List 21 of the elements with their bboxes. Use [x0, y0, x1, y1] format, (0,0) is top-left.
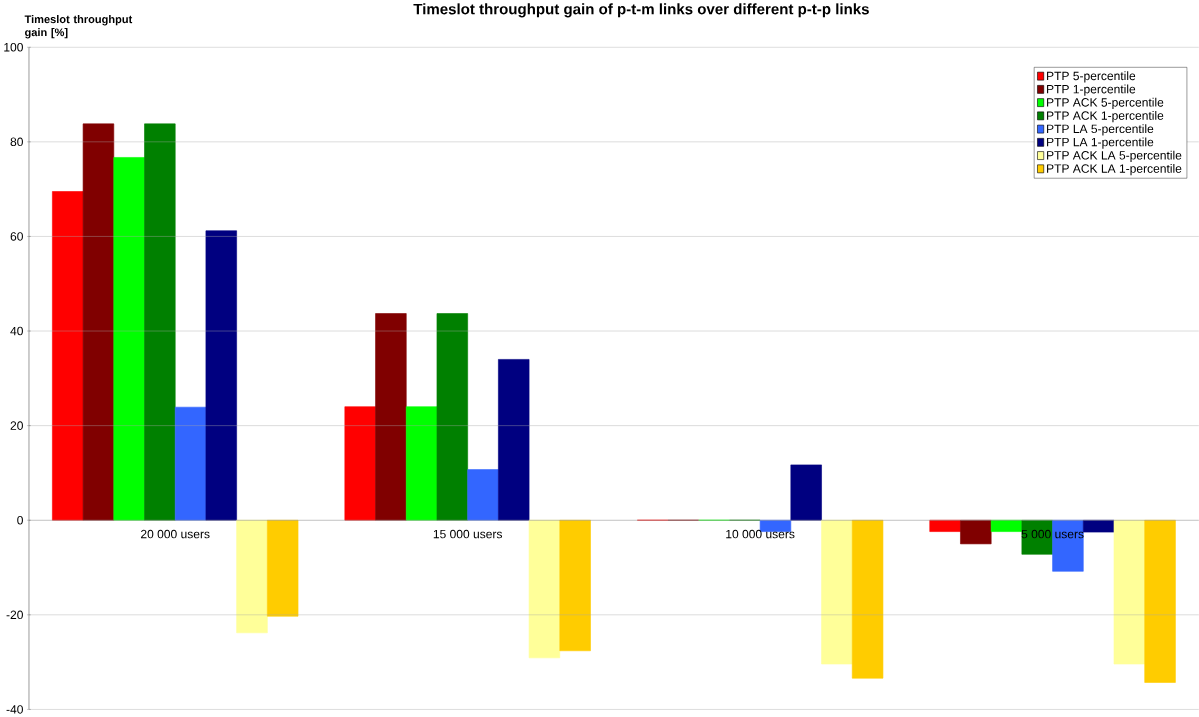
x-tick-label: 20 000 users — [141, 529, 210, 539]
x-tick-label: 10 000 users — [726, 529, 795, 539]
legend-label: PTP ACK 5-percentile — [1047, 97, 1164, 109]
y-tick-label: 100 — [4, 42, 23, 52]
legend-label: PTP LA 5-percentile — [1047, 124, 1154, 136]
y-tick-label: 60 — [10, 232, 23, 241]
y-tick-label: 40 — [10, 326, 23, 336]
y-tick-label: -20 — [6, 610, 23, 620]
chart-title: Timeslot throughput gain of p-t-m links over different p-t-p links — [413, 3, 869, 18]
legend-label: PTP ACK 1-percentile — [1047, 111, 1164, 123]
legend-label: PTP LA 1-percentile — [1047, 137, 1154, 149]
y-tick-label: 0 — [17, 515, 23, 525]
y-tick-label: 20 — [10, 421, 23, 430]
y-tick-label: 80 — [10, 137, 23, 147]
legend-label: PTP 1-percentile — [1047, 84, 1136, 96]
x-tick-label: 15 000 users — [433, 529, 503, 539]
y-tick-label: -40 — [6, 705, 23, 714]
y-axis-title: Timeslot throughput gain [%] — [24, 15, 133, 39]
legend-label: PTP 5-percentile — [1047, 71, 1136, 83]
legend-label: PTP ACK LA 5-percentile — [1047, 150, 1182, 162]
legend-label: PTP ACK LA 1-percentile — [1047, 163, 1182, 176]
